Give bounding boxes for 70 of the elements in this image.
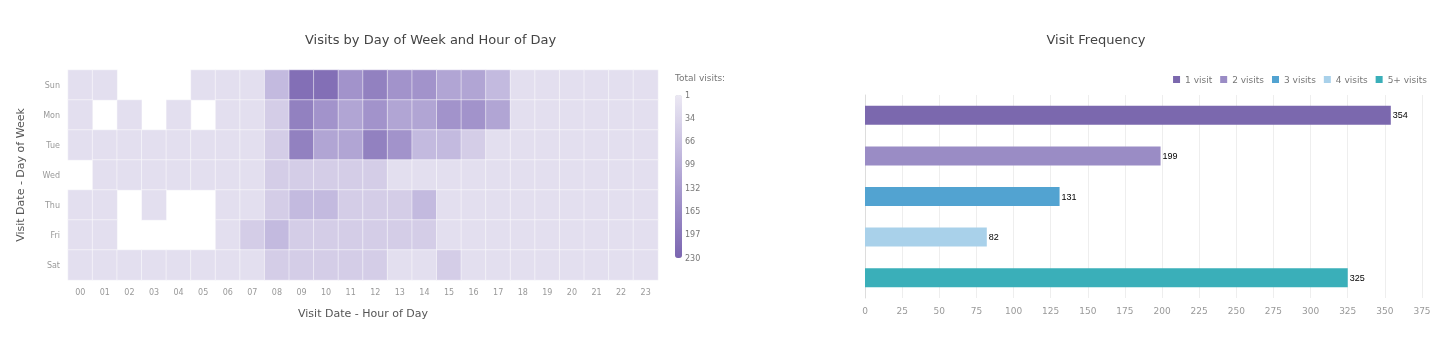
- color-bar-label: 165: [685, 207, 701, 217]
- x-tick-label: 18: [517, 287, 528, 297]
- x-tick-label: 06: [222, 287, 233, 297]
- color-bar-label: 230: [685, 253, 701, 263]
- x-tick-label: 07: [247, 287, 258, 297]
- x-tick-label: 16: [468, 287, 479, 297]
- y-tick-label: Thu: [43, 200, 60, 210]
- x-tick-label: 03: [148, 287, 160, 297]
- color-bar-title: Total visits:: [674, 72, 726, 83]
- x-tick-label: 350: [1376, 305, 1394, 316]
- x-tick-label: 75: [970, 305, 983, 316]
- x-tick-label: 10: [321, 287, 332, 297]
- x-tick-label: 05: [198, 287, 209, 297]
- data-label: 131: [1061, 191, 1077, 202]
- x-tick-label: 225: [1190, 305, 1208, 316]
- x-tick-label: 17: [493, 287, 504, 297]
- x-tick-label: 0: [862, 305, 869, 316]
- data-label: 199: [1162, 150, 1178, 161]
- y-tick-label: Fri: [50, 230, 60, 240]
- x-tick-label: 19: [542, 287, 553, 297]
- x-tick-label: 375: [1413, 305, 1431, 316]
- x-tick-label: 09: [296, 287, 307, 297]
- x-tick-label: 150: [1079, 305, 1097, 316]
- x-tick-label: 275: [1264, 305, 1283, 316]
- x-tick-label: 25: [896, 305, 908, 316]
- x-tick-label: 14: [419, 287, 430, 297]
- x-tick-label: 21: [591, 287, 602, 297]
- x-tick-label: 08: [271, 287, 283, 297]
- x-tick-label: 00: [75, 287, 86, 297]
- y-tick-label: Tue: [45, 140, 61, 150]
- x-tick-label: 125: [1042, 305, 1060, 316]
- x-tick-label: 100: [1004, 305, 1023, 316]
- y-tick-label: Sun: [44, 80, 60, 90]
- x-tick-label: 04: [173, 287, 184, 297]
- x-tick-label: 11: [345, 287, 356, 297]
- x-tick-label: 50: [933, 305, 946, 316]
- x-axis-title: Visit Date - Hour of Day: [297, 307, 429, 320]
- y-tick-label: Mon: [43, 110, 60, 120]
- color-bar-label: 99: [685, 160, 696, 170]
- legend-label: 2 visits: [1232, 74, 1265, 85]
- color-bar-label: 197: [685, 230, 701, 240]
- x-tick-label: 13: [394, 287, 405, 297]
- y-tick-label: Sat: [46, 260, 60, 270]
- chart-title: Visits by Day of Week and Hour of Day: [305, 32, 557, 47]
- legend-label: 3 visits: [1284, 74, 1317, 85]
- chart-title: Visit Frequency: [1046, 32, 1146, 47]
- legend-label: 4 visits: [1335, 74, 1368, 85]
- x-tick-label: 175: [1116, 305, 1134, 316]
- x-tick-label: 23: [640, 287, 651, 297]
- x-tick-label: 22: [616, 287, 627, 297]
- data-label: 354: [1392, 110, 1408, 121]
- y-axis-title: Visit Date - Day of Week: [14, 107, 27, 242]
- color-bar-label: 66: [685, 136, 696, 146]
- x-tick-label: 12: [370, 287, 381, 297]
- legend-label: 1 visit: [1185, 74, 1213, 85]
- x-tick-label: 200: [1153, 305, 1171, 316]
- color-bar-label: 132: [685, 183, 701, 193]
- x-tick-label: 300: [1302, 305, 1320, 316]
- x-tick-label: 250: [1227, 305, 1246, 316]
- data-label: 325: [1349, 272, 1365, 283]
- data-label: 82: [988, 232, 999, 243]
- x-tick-label: 20: [566, 287, 578, 297]
- y-tick-label: Wed: [42, 170, 60, 180]
- x-tick-label: 15: [443, 287, 455, 297]
- x-tick-label: 01: [99, 287, 110, 297]
- x-tick-label: 02: [124, 287, 135, 297]
- color-bar-label: 1: [685, 90, 691, 100]
- color-bar-label: 34: [685, 113, 696, 123]
- x-tick-label: 325: [1339, 305, 1357, 316]
- legend-label: 5+ visits: [1387, 74, 1428, 85]
